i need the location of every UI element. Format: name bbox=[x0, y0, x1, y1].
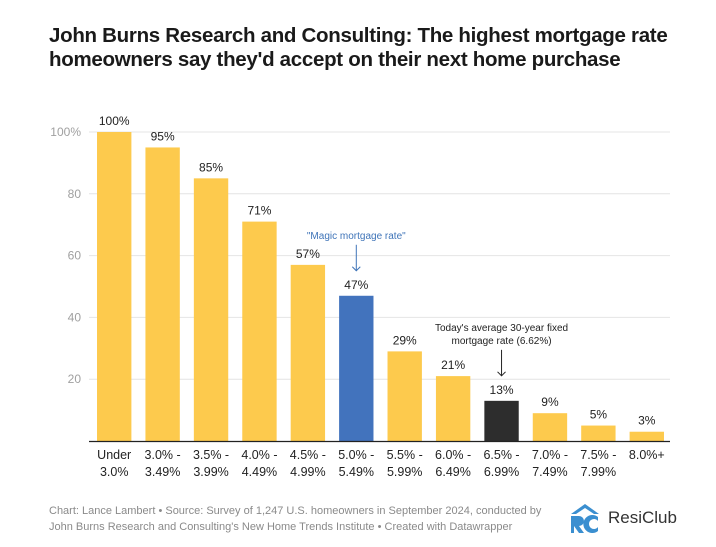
x-tick-label: 7.99% bbox=[581, 465, 616, 479]
annotation-text: Today's average 30-year fixed bbox=[435, 323, 568, 334]
x-tick-label: 5.99% bbox=[387, 465, 422, 479]
y-tick-label: 80 bbox=[68, 187, 82, 201]
y-tick-label: 40 bbox=[68, 310, 82, 324]
x-tick-label: 6.99% bbox=[484, 465, 519, 479]
x-tick-label: 4.99% bbox=[290, 465, 325, 479]
x-tick-label: 7.5% - bbox=[580, 448, 616, 462]
footer: Chart: Lance Lambert • Source: Survey of… bbox=[49, 503, 569, 535]
bar bbox=[435, 376, 471, 441]
x-tick-label: 4.49% bbox=[242, 465, 277, 479]
x-tick-label: 5.0% - bbox=[338, 448, 374, 462]
x-tick-label: 3.99% bbox=[193, 465, 228, 479]
y-tick-label: 20 bbox=[68, 372, 82, 386]
x-tick-label: 7.49% bbox=[532, 465, 567, 479]
x-tick-label: 5.5% - bbox=[387, 448, 423, 462]
bars bbox=[97, 132, 664, 441]
annotation-arrow-head bbox=[497, 371, 506, 377]
bar-value-label: 47% bbox=[344, 278, 368, 292]
bar bbox=[97, 132, 132, 441]
x-tick-label: 4.5% - bbox=[290, 448, 326, 462]
annotation-text: "Magic mortgage rate" bbox=[307, 231, 406, 242]
x-tick-label: 3.49% bbox=[145, 465, 180, 479]
x-tick-label: Under bbox=[97, 448, 131, 462]
x-tick-label: 3.0% - bbox=[145, 448, 181, 462]
x-tick-label: 7.0% - bbox=[532, 448, 568, 462]
bar-value-label: 29% bbox=[393, 333, 417, 347]
bar bbox=[581, 425, 616, 441]
x-tick-label: 8.0%+ bbox=[629, 448, 665, 462]
x-tick-label: 5.49% bbox=[339, 465, 374, 479]
resiclub-logo-icon bbox=[571, 504, 599, 533]
resiclub-logo: ResiClub bbox=[568, 503, 677, 533]
bar bbox=[145, 147, 180, 441]
bar bbox=[193, 178, 229, 441]
bar-value-label: 3% bbox=[638, 414, 656, 428]
bar-value-label: 100% bbox=[99, 114, 130, 128]
bar bbox=[339, 295, 374, 441]
resiclub-logo-text: ResiClub bbox=[608, 508, 677, 527]
bar-value-label: 21% bbox=[441, 358, 465, 372]
annotations: "Magic mortgage rate" Today's average 30-… bbox=[307, 231, 568, 377]
bar bbox=[387, 351, 422, 441]
footer-credit-line: Chart: Lance Lambert • Source: Survey of… bbox=[49, 505, 542, 517]
x-axis-labels: Under 3.0% 3.0% - 3.49% 3.5% - 3.99% 4.0% - 4.4… bbox=[97, 448, 665, 479]
bar-value-label: 85% bbox=[199, 160, 223, 174]
x-tick-label: 3.0% bbox=[100, 465, 129, 479]
bar bbox=[484, 400, 519, 441]
bar-value-label: 71% bbox=[247, 204, 271, 218]
annotation-text: mortgage rate (6.62%) bbox=[452, 336, 552, 347]
gridlines bbox=[89, 131, 670, 380]
chart-title: John Burns Research and Consulting: The … bbox=[49, 24, 668, 71]
x-tick-label: 6.0% - bbox=[435, 448, 471, 462]
bar-value-label: 95% bbox=[151, 129, 175, 143]
bar bbox=[629, 431, 664, 441]
x-tick-label: 6.49% bbox=[435, 465, 470, 479]
bar bbox=[532, 413, 568, 441]
bar-value-label: 5% bbox=[590, 408, 608, 422]
y-axis-ticks: 100% 80 60 40 20 bbox=[50, 125, 81, 386]
y-tick-label: 100% bbox=[50, 125, 81, 139]
bar bbox=[290, 264, 326, 441]
bar-value-label: 13% bbox=[490, 383, 514, 397]
footer-source-line: John Burns Research and Consulting's New… bbox=[49, 521, 513, 533]
bar-value-label: 9% bbox=[541, 395, 559, 409]
x-tick-label: 3.5% - bbox=[193, 448, 229, 462]
value-labels: 100% 95% 85% 71% 57% 47% 29% 21% 13% 9% 5% 3% bbox=[99, 114, 656, 428]
bar-value-label: 57% bbox=[296, 247, 320, 261]
bar bbox=[242, 221, 277, 441]
bar-chart: 100% 80 60 40 20 100% 95% 85% 71% 57% 47% 29% 21% 13… bbox=[50, 114, 670, 479]
x-tick-label: 6.5% - bbox=[483, 448, 519, 462]
annotation-arrow-head bbox=[351, 266, 361, 272]
y-tick-label: 60 bbox=[68, 249, 82, 263]
x-tick-label: 4.0% - bbox=[241, 448, 277, 462]
